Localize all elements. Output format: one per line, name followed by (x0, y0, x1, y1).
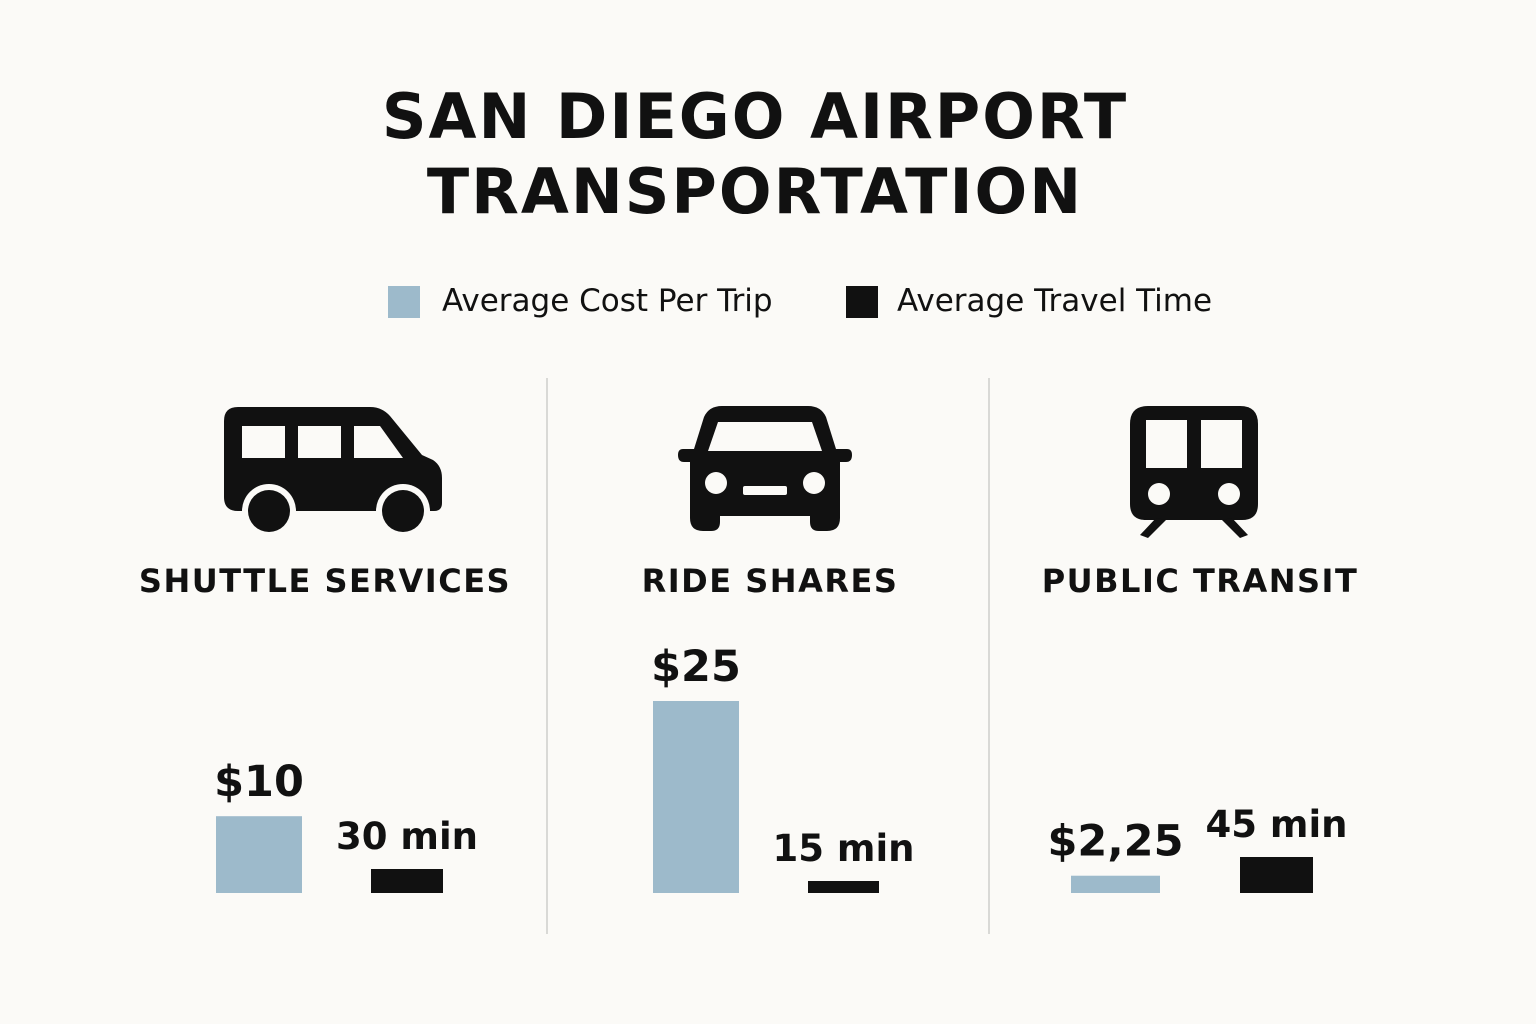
legend-swatch-time (846, 286, 878, 318)
cost-bar (216, 816, 302, 893)
legend-label-time: Average Travel Time (897, 283, 1213, 319)
time-bar (808, 881, 879, 893)
cost-value-label: $10 (214, 757, 304, 807)
category-label-transit: PUBLIC TRANSIT (1041, 562, 1359, 600)
cost-value-label: $25 (651, 642, 741, 692)
chart-title-line-2: TRANSPORTATION (426, 155, 1084, 228)
legend-swatch-cost (388, 286, 420, 318)
chart-title-line-1: SAN DIEGO AIRPORT (381, 80, 1129, 153)
column-divider-1 (546, 378, 548, 934)
time-value-label: 45 min (1206, 803, 1348, 846)
time-value-label: 15 min (773, 827, 915, 870)
time-bar (371, 869, 443, 893)
time-bar (1240, 857, 1313, 893)
cost-value-label: $2,25 (1047, 817, 1183, 867)
train-icon (1130, 406, 1258, 538)
category-label-rideshare: RIDE SHARES (641, 562, 899, 600)
column-divider-2 (988, 378, 990, 934)
car-icon (678, 406, 852, 531)
cost-bar (1071, 875, 1160, 893)
legend-label-cost: Average Cost Per Trip (442, 283, 773, 319)
time-value-label: 30 min (336, 815, 478, 858)
cost-bar (653, 701, 739, 893)
category-label-shuttle: SHUTTLE SERVICES (138, 562, 512, 600)
shuttle-van-icon (224, 407, 442, 538)
